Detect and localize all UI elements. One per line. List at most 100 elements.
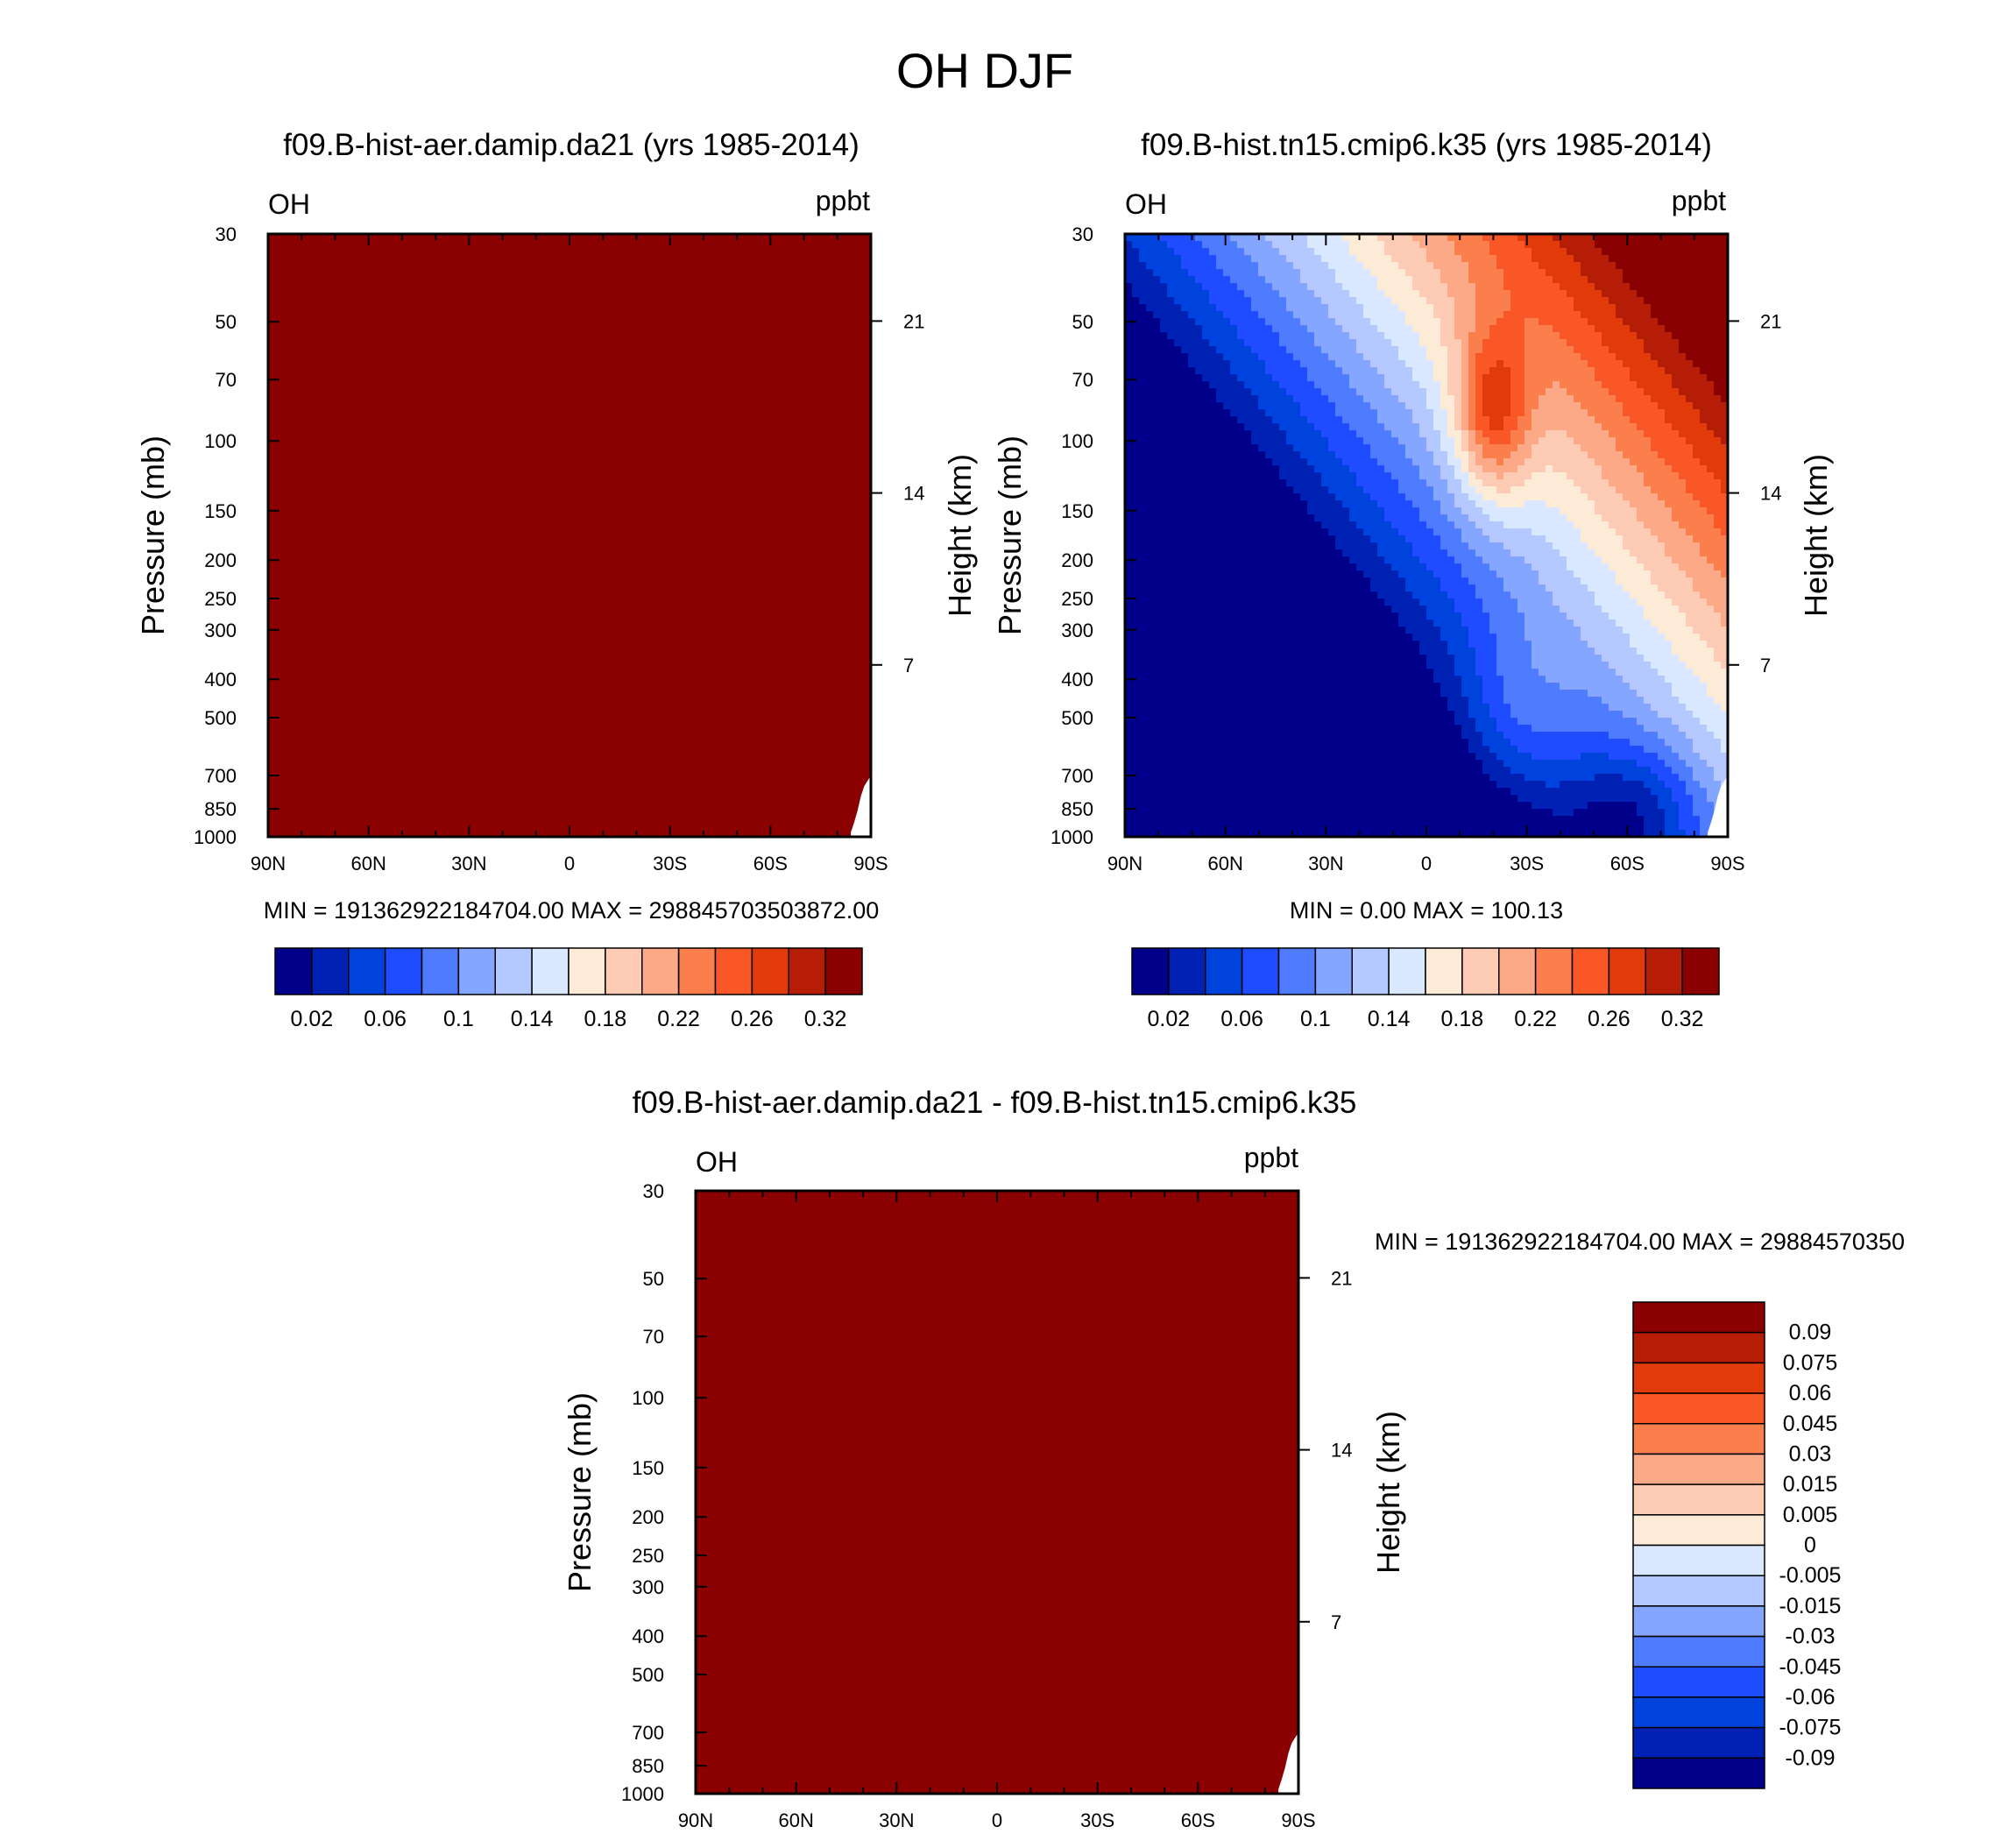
- panel-2-contour-cell: [1349, 479, 1357, 487]
- panel-2-contour-cell: [1405, 297, 1413, 305]
- panel-2-contour-cell: [1328, 332, 1336, 340]
- panel-2-contour-cell: [1398, 248, 1406, 256]
- panel-2-contour-cell: [1251, 241, 1259, 249]
- panel-2-contour-cell: [1510, 500, 1518, 508]
- panel-2-contour-cell: [1651, 486, 1659, 494]
- panel-2-contour-cell: [1307, 500, 1315, 508]
- panel-2-contour-cell: [1665, 353, 1673, 361]
- panel-2-contour-cell: [1258, 325, 1266, 333]
- panel-2-contour-cell: [1602, 493, 1609, 501]
- panel-2-contour-cell: [1230, 549, 1238, 557]
- panel-2-contour-cell: [1307, 437, 1315, 445]
- panel-2-contour-cell: [1532, 248, 1539, 256]
- panel-2-contour-cell: [1721, 430, 1729, 438]
- panel-2-contour-cell: [1489, 535, 1497, 543]
- panel-2-contour-cell: [1391, 311, 1399, 319]
- panel-2-contour-cell: [1125, 605, 1133, 613]
- panel-2-contour-cell: [1651, 402, 1659, 410]
- panel-2-contour-cell: [1714, 381, 1722, 389]
- panel-2-contour-cell: [1630, 367, 1638, 375]
- panel-2-contour-cell: [1426, 437, 1434, 445]
- panel-2-contour-cell: [1139, 514, 1147, 522]
- panel-2-contour-cell: [1714, 549, 1722, 557]
- panel-2-contour-cell: [1468, 248, 1476, 256]
- panel-2-contour-cell: [1132, 500, 1140, 508]
- panel-2-contour-cell: [1539, 514, 1546, 522]
- panel-2-contour-cell: [1616, 570, 1624, 578]
- panel-2-contour-cell: [1258, 311, 1266, 319]
- panel-2-contour-cell: [1517, 346, 1525, 354]
- panel-2-contour-cell: [1321, 620, 1329, 627]
- panel-2-contour-cell: [1146, 339, 1154, 347]
- panel-2-contour-cell: [1658, 577, 1666, 585]
- panel-2-contour-cell: [1658, 297, 1666, 305]
- panel-2-contour-cell: [1510, 458, 1518, 466]
- panel-2-contour-cell: [1609, 486, 1616, 494]
- panel-2-contour-cell: [1272, 248, 1280, 256]
- panel-2-contour-cell: [1300, 248, 1308, 256]
- panel-2-contour-cell: [1546, 297, 1553, 305]
- panel-2-contour-cell: [1721, 612, 1729, 620]
- panel-2-contour-cell: [1188, 276, 1196, 284]
- panel-2-contour-cell: [1307, 542, 1315, 550]
- panel-2-contour-cell: [1524, 395, 1532, 403]
- panel-2-contour-cell: [1510, 451, 1518, 459]
- panel-2-contour-cell: [1272, 304, 1280, 312]
- panel-2-contour-cell: [1160, 584, 1168, 592]
- panel-2-contour-cell: [1679, 367, 1687, 375]
- panel-2-contour-cell: [1454, 276, 1462, 284]
- panel-2-contour-cell: [1553, 577, 1560, 585]
- panel-2-contour-cell: [1286, 290, 1294, 298]
- panel-2-contour-cell: [1174, 423, 1182, 431]
- panel-2-contour-cell: [1286, 493, 1294, 501]
- panel-2-contour-cell: [1700, 570, 1708, 578]
- panel-2-contour-cell: [1286, 437, 1294, 445]
- panel-2-contour-cell: [1237, 381, 1245, 389]
- panel-2-contour-cell: [1132, 353, 1140, 361]
- panel-2-contour-cell: [1524, 458, 1532, 466]
- panel-2-contour-cell: [1384, 360, 1392, 368]
- panel-2-contour-cell: [1286, 627, 1294, 634]
- panel-2-contour-cell: [1588, 577, 1595, 585]
- panel-2-contour-cell: [1623, 318, 1631, 326]
- panel-2-contour-cell: [1433, 528, 1441, 536]
- panel-2-contour-cell: [1349, 556, 1357, 564]
- panel-2-contour-cell: [1468, 521, 1476, 529]
- panel-2-contour-cell: [1216, 318, 1224, 326]
- panel-2-contour-cell: [1216, 556, 1224, 564]
- panel-2-contour-cell: [1307, 570, 1315, 578]
- panel-2-contour-cell: [1560, 493, 1567, 501]
- panel-2-contour-cell: [1637, 451, 1645, 459]
- panel-2-contour-cell: [1651, 423, 1659, 431]
- panel-2-contour-cell: [1405, 262, 1413, 270]
- panel-2-contour-cell: [1489, 479, 1497, 487]
- panel-2-contour-cell: [1160, 255, 1168, 263]
- panel-2-contour-cell: [1167, 627, 1175, 634]
- panel-2-contour-cell: [1181, 458, 1189, 466]
- panel-2-contour-cell: [1286, 304, 1294, 312]
- panel-2-contour-cell: [1265, 241, 1273, 249]
- panel-2-contour-cell: [1419, 458, 1427, 466]
- panel-2-contour-cell: [1672, 374, 1680, 382]
- panel-2-contour-cell: [1623, 598, 1631, 606]
- panel-2-contour-cell: [1181, 493, 1189, 501]
- panel-2-contour-cell: [1489, 556, 1497, 564]
- panel-2-contour-cell: [1384, 409, 1392, 417]
- panel-2-contour-cell: [1377, 612, 1385, 620]
- panel-2-contour-cell: [1532, 627, 1539, 634]
- panel-2-contour-cell: [1384, 297, 1392, 305]
- panel-2-contour-cell: [1475, 584, 1483, 592]
- panel-2-contour-cell: [1461, 598, 1469, 606]
- panel-2-contour-cell: [1567, 311, 1574, 319]
- panel-2-contour-cell: [1595, 556, 1602, 564]
- panel-2-contour-cell: [1651, 451, 1659, 459]
- panel-2-contour-cell: [1349, 507, 1357, 515]
- panel-2-contour-cell: [1707, 486, 1715, 494]
- panel-2-contour-cell: [1644, 339, 1652, 347]
- panel-2-contour-cell: [1139, 472, 1147, 480]
- panel-2-contour-cell: [1244, 535, 1252, 543]
- panel-2-contour-cell: [1440, 507, 1448, 515]
- panel-2-contour-cell: [1644, 234, 1652, 242]
- panel-2-contour-cell: [1461, 346, 1469, 354]
- panel-2-contour-cell: [1153, 577, 1161, 585]
